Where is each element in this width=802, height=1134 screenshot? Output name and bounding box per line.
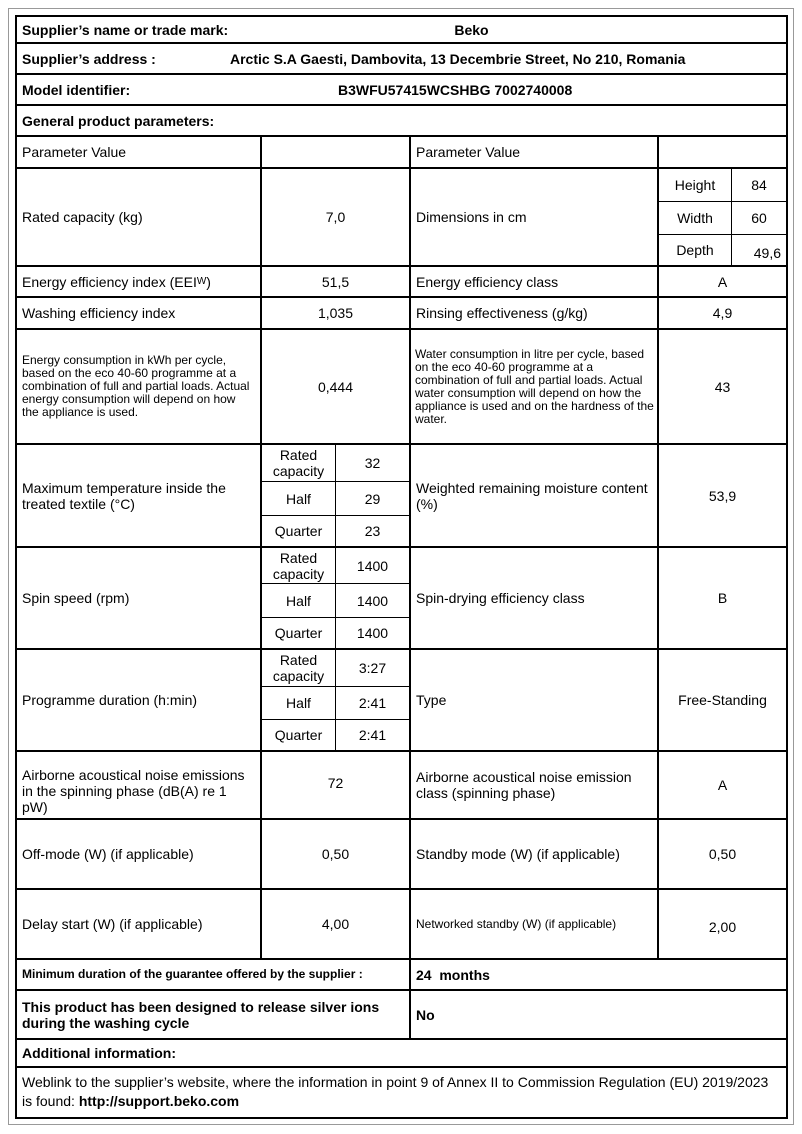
general-parameters-heading: General product parameters:: [17, 106, 786, 137]
off-mode-value: 0,50: [262, 820, 411, 890]
max-temp-quarter-value: 23: [336, 516, 411, 548]
max-temp-quarter-label: Quarter: [262, 516, 336, 548]
washing-index-label: Washing efficiency index: [17, 298, 262, 330]
height-value: 84: [732, 169, 786, 202]
noise-label: Airborne acoustical noise emissions in t…: [17, 752, 262, 820]
param-header-right: Parameter Value: [411, 137, 659, 169]
eei-label: Energy efficiency index (EEI W ): [17, 267, 262, 298]
max-temp-half-label: Half: [262, 482, 336, 516]
rated-capacity-value: 7,0: [262, 169, 411, 267]
noise-class-value: A: [659, 752, 786, 820]
model-row: Model identifier: B3WFU57415WCSHBG 70027…: [17, 75, 786, 106]
supplier-address-label: Supplier’s address :: [22, 50, 156, 67]
spin-rated-label: Rated capacity: [262, 548, 336, 584]
max-temp-half-value: 29: [336, 482, 411, 516]
additional-info-heading: Additional information:: [17, 1040, 786, 1068]
depth-value: 49,6: [732, 235, 786, 267]
spin-speed-label: Spin speed (rpm): [17, 548, 262, 650]
energy-class-value: A: [659, 267, 786, 298]
delay-start-label: Delay start (W) (if applicable): [17, 890, 262, 960]
networked-standby-value: 2,00: [659, 890, 786, 960]
rinsing-label: Rinsing effectiveness (g/kg): [411, 298, 659, 330]
duration-label: Programme duration (h:min): [17, 650, 262, 752]
supplier-name-row: Supplier’s name or trade mark: Beko: [17, 17, 786, 44]
param-header-left: Parameter Value: [17, 137, 262, 169]
width-value: 60: [732, 202, 786, 235]
water-consumption-value: 43: [659, 330, 786, 445]
param-header-blank-right: [659, 137, 786, 169]
networked-standby-label: Networked standby (W) (if applicable): [411, 890, 659, 960]
standby-value: 0,50: [659, 820, 786, 890]
max-temp-label: Maximum temperature inside the treated t…: [17, 445, 262, 548]
eei-value: 51,5: [262, 267, 411, 298]
max-temp-rated-label: Rated capacity: [262, 445, 336, 482]
silver-ions-value: No: [411, 991, 786, 1040]
page-frame: [8, 8, 794, 1125]
standby-label: Standby mode (W) (if applicable): [411, 820, 659, 890]
type-label: Type: [411, 650, 659, 752]
dimensions-label: Dimensions in cm: [411, 169, 659, 267]
off-mode-label: Off-mode (W) (if applicable): [17, 820, 262, 890]
spin-quarter-label: Quarter: [262, 618, 336, 650]
spin-class-value: B: [659, 548, 786, 650]
guarantee-value: 24 months: [411, 960, 786, 991]
spin-rated-value: 1400: [336, 548, 411, 584]
model-identifier: B3WFU57415WCSHBG 7002740008: [338, 81, 573, 98]
eei-suffix: ): [206, 273, 211, 290]
moisture-value: 53,9: [659, 445, 786, 548]
eei-label-text: Energy efficiency index (EEI: [22, 273, 197, 290]
eei-subscript: W: [196, 275, 207, 287]
delay-start-value: 4,00: [262, 890, 411, 960]
supplier-address: Arctic S.A Gaesti, Dambovita, 13 Decembr…: [230, 50, 686, 67]
duration-half-label: Half: [262, 687, 336, 720]
supplier-name-label: Supplier’s name or trade mark:: [22, 21, 229, 38]
supplier-address-row: Supplier’s address : Arctic S.A Gaesti, …: [17, 44, 786, 75]
rated-capacity-label: Rated capacity (kg): [17, 169, 262, 267]
supplier-name: Beko: [454, 21, 489, 38]
weblink-text: Weblink to the supplier’s website, where…: [22, 1074, 769, 1109]
width-label: Width: [659, 202, 732, 235]
washing-index-value: 1,035: [262, 298, 411, 330]
silver-ions-label: This product has been designed to releas…: [17, 991, 411, 1040]
rinsing-value: 4,9: [659, 298, 786, 330]
duration-quarter-value: 2:41: [336, 720, 411, 752]
noise-class-label: Airborne acoustical noise emission class…: [411, 752, 659, 820]
noise-value: 72: [262, 752, 411, 820]
duration-quarter-label: Quarter: [262, 720, 336, 752]
energy-consumption-label: Energy consumption in kWh per cycle, bas…: [17, 330, 262, 445]
weblink-row: Weblink to the supplier’s website, where…: [17, 1068, 786, 1117]
guarantee-label: Minimum duration of the guarantee offere…: [17, 960, 411, 991]
type-value: Free-Standing: [659, 650, 786, 752]
max-temp-rated-value: 32: [336, 445, 411, 482]
spin-half-value: 1400: [336, 584, 411, 618]
support-link[interactable]: http://support.beko.com: [78, 1093, 240, 1109]
spin-class-label: Spin-drying efficiency class: [411, 548, 659, 650]
param-header-blank-left: [262, 137, 411, 169]
moisture-label: Weighted remaining moisture content (%): [411, 445, 659, 548]
energy-class-label: Energy efficiency class: [411, 267, 659, 298]
duration-rated-value: 3:27: [336, 650, 411, 687]
product-information-sheet: Supplier’s name or trade mark: Beko Supp…: [15, 15, 788, 1119]
spin-quarter-value: 1400: [336, 618, 411, 650]
depth-label: Depth: [659, 235, 732, 267]
energy-consumption-value: 0,444: [262, 330, 411, 445]
duration-rated-label: Rated capacity: [262, 650, 336, 687]
spin-half-label: Half: [262, 584, 336, 618]
duration-half-value: 2:41: [336, 687, 411, 720]
model-label: Model identifier:: [22, 81, 131, 98]
height-label: Height: [659, 169, 732, 202]
water-consumption-label: Water consumption in litre per cycle, ba…: [411, 330, 659, 445]
